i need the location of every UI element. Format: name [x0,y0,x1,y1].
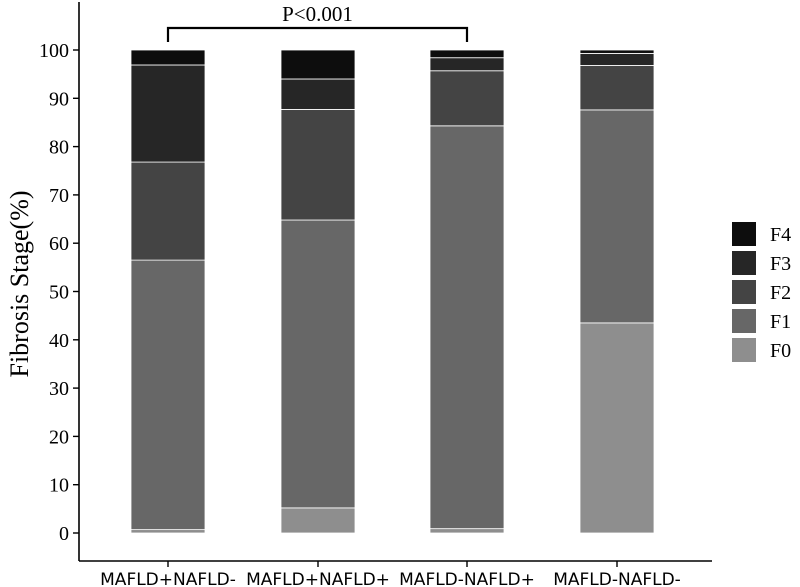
y-ticks: 0 10 20 30 40 50 60 70 80 90 100 [39,40,79,545]
bar-segment-f3 [579,52,655,66]
bar-segment-f3 [280,78,356,110]
y-tick-label: 30 [49,378,69,400]
x-tick-label: MAFLD+NAFLD- [100,570,236,587]
legend-swatch-f3 [732,251,756,275]
bar-segment-f0 [579,322,655,534]
bar-segment-f4 [429,49,505,59]
legend: F4 F3 F2 F1 F0 [732,222,791,362]
x-tick-labels: MAFLD+NAFLD- MAFLD+NAFLD+ MAFLD-NAFLD+ MAFL… [100,561,681,587]
bar-stack [280,49,356,534]
legend-label-f1: F1 [770,311,791,333]
significance-annotation: P<0.001 [166,2,469,42]
bar-segment-f1 [429,125,505,530]
axes [78,2,712,562]
bar-segment-f0 [130,529,206,534]
bar-segment-f1 [130,259,206,531]
bar-segment-f3 [429,57,505,72]
legend-swatch-f4 [732,222,756,246]
bars [130,49,655,534]
y-axis-title: Fibrosis Stage(%) [5,190,34,377]
legend-label-f3: F3 [770,253,791,275]
bar-segment-f1 [579,109,655,324]
bar-stack [429,49,505,534]
bar-segment-f0 [429,528,505,534]
legend-label-f4: F4 [770,224,791,246]
y-tick-label: 50 [49,282,69,304]
bar-segment-f1 [280,219,356,509]
bar-segment-f4 [280,49,356,80]
bar-stack [130,49,206,534]
p-value-label: P<0.001 [282,2,353,26]
y-tick-label: 60 [49,233,69,255]
bar-stack [579,49,655,534]
bar-segment-f4 [579,49,655,54]
bar-segment-f2 [130,161,206,261]
y-tick-label: 10 [49,475,69,497]
legend-swatch-f2 [732,280,756,304]
bar-segment-f4 [130,49,206,66]
legend-swatch-f0 [732,338,756,362]
legend-label-f2: F2 [770,282,791,304]
y-tick-label: 40 [49,330,69,352]
legend-label-f0: F0 [770,340,791,362]
y-tick-label: 80 [49,137,69,159]
bar-segment-f2 [579,65,655,111]
y-tick-label: 70 [49,185,69,207]
y-tick-label: 20 [49,426,69,448]
y-tick-label: 100 [39,40,69,62]
bar-segment-f2 [429,70,505,127]
bar-segment-f0 [280,507,356,534]
x-tick-label: MAFLD+NAFLD+ [246,570,390,587]
bar-segment-f2 [280,109,356,221]
y-tick-label: 90 [49,88,69,110]
bar-segment-f3 [130,64,206,163]
x-tick-label: MAFLD-NAFLD- [553,570,681,587]
x-tick-label: MAFLD-NAFLD+ [399,570,535,587]
legend-swatch-f1 [732,309,756,333]
significance-bracket [166,26,469,42]
y-tick-label: 0 [59,523,69,545]
